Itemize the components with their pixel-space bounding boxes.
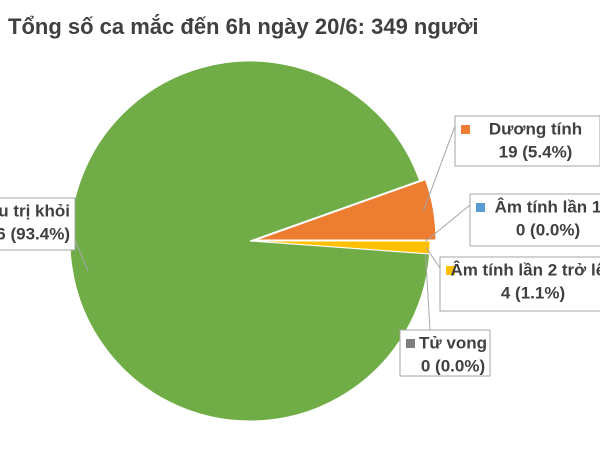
legend-swatch: [446, 266, 455, 275]
value-label: 326 (93.4%): [0, 224, 70, 243]
slice-label: Đã điều trị khỏi: [0, 201, 70, 220]
leader-line: [425, 253, 431, 331]
slice-label: Âm tính lần 2 trở lên: [450, 260, 600, 279]
label-box: [454, 115, 600, 167]
slice-label: Tử vong: [419, 333, 487, 352]
label-box: [0, 197, 76, 251]
leader-line: [425, 247, 441, 269]
value-label: 0 (0.0%): [421, 356, 485, 375]
value-label: 4 (1.1%): [501, 283, 565, 302]
pie-slice: [255, 178, 437, 241]
legend-swatch: [461, 125, 470, 134]
slice-label: Âm tính lần 1: [495, 197, 600, 216]
leader-line: [425, 204, 471, 242]
value-label: 19 (5.4%): [499, 142, 573, 161]
slice-label: Dương tính: [489, 119, 582, 138]
legend-swatch: [406, 339, 415, 348]
leader-line: [422, 125, 456, 212]
label-box: [469, 193, 600, 247]
value-label: 0 (0.0%): [516, 220, 580, 239]
leader-line: [74, 239, 89, 272]
chart-title: Tổng số ca mắc đến 6h ngày 20/6: 349 ngư…: [8, 14, 479, 39]
label-box: [439, 256, 600, 312]
label-box: [399, 329, 491, 377]
pie-slice: [69, 60, 431, 422]
legend-swatch: [476, 203, 485, 212]
